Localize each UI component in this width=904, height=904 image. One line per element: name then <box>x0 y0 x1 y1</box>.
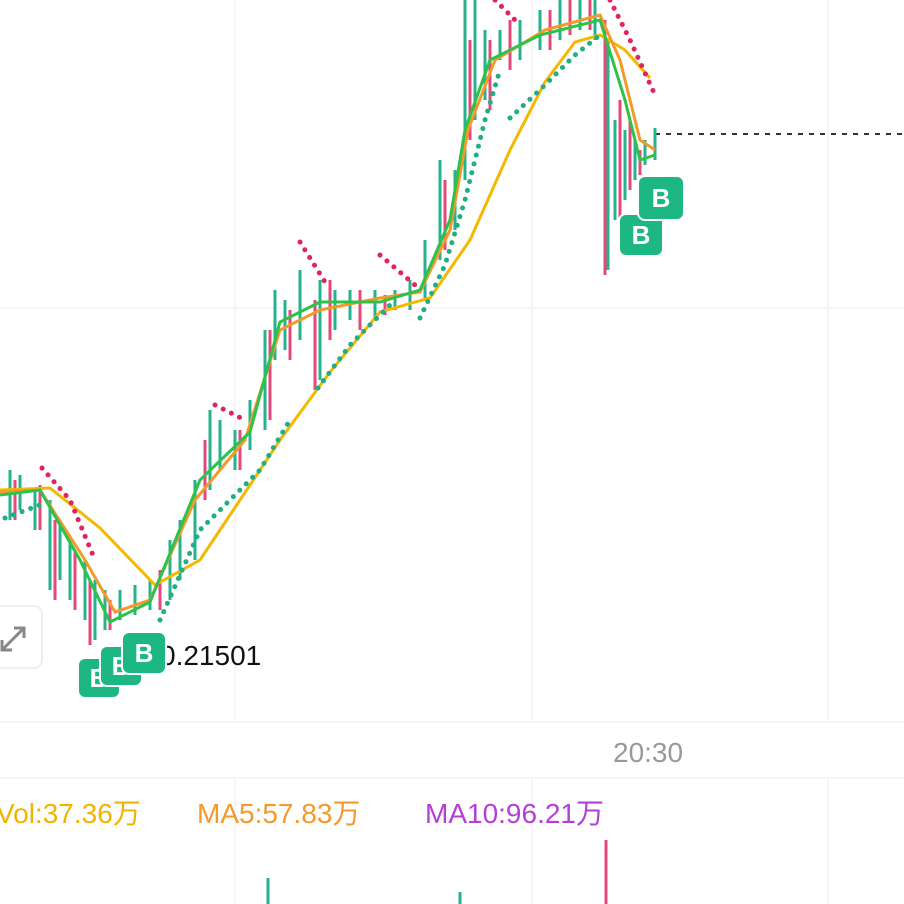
ma-line <box>0 13 656 614</box>
buy-marker: B <box>637 175 685 221</box>
sar <box>2 500 48 521</box>
badge-label: B <box>632 220 651 250</box>
buy-marker: B <box>121 631 167 675</box>
buy-marker: B <box>618 213 664 257</box>
ma-line <box>0 18 656 625</box>
sar <box>315 302 393 391</box>
badge-box <box>121 631 167 675</box>
price-label: 0.21501 <box>160 640 261 671</box>
sar <box>417 67 503 321</box>
sar <box>297 239 328 285</box>
sar <box>607 0 658 98</box>
candles <box>8 0 657 645</box>
ma-line <box>0 33 652 587</box>
volume-label: Vol:37.36万 <box>0 798 141 829</box>
time-label: 20:30 <box>613 737 683 768</box>
sar <box>377 252 418 288</box>
badge-label: B <box>135 638 154 668</box>
sar <box>212 402 248 423</box>
badge-label: B <box>652 183 671 213</box>
button-box <box>0 605 43 669</box>
expand-icon <box>0 626 26 652</box>
ma5-label: MA5:57.83万 <box>197 798 360 829</box>
sar-dots <box>2 0 658 623</box>
badge-box <box>637 175 685 221</box>
expand-button[interactable] <box>0 605 43 669</box>
ma10-label: MA10:96.21万 <box>425 798 604 829</box>
volume-bars <box>266 840 608 904</box>
